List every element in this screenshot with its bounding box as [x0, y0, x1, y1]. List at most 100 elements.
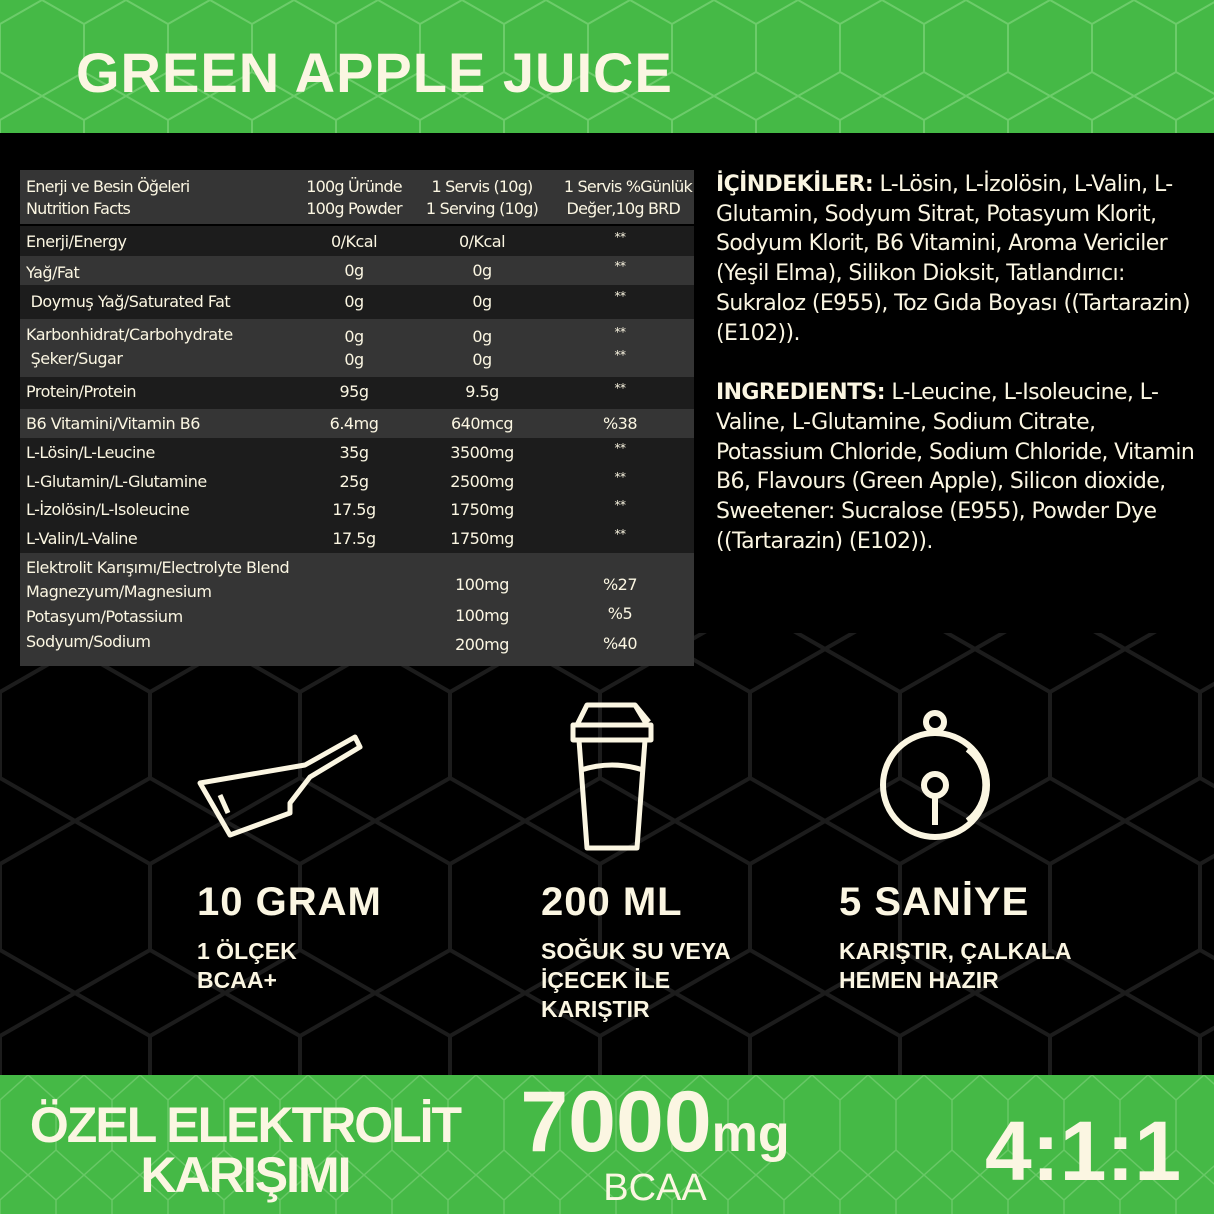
header-label-en: Nutrition Facts [26, 199, 131, 218]
hexagon-pattern [0, 0, 1214, 133]
row-label: Protein/Protein [26, 382, 137, 401]
value-daily: ** [614, 230, 627, 244]
value-100g: 0g [344, 350, 364, 369]
feature-water: 200 ML SOĞUK SU VEYA İÇECEK İLE KARIŞTIR [541, 880, 731, 1024]
value-daily: %40 [602, 634, 638, 653]
row-label: L-Glutamin/L-Glutamine [26, 472, 207, 491]
row-label: B6 Vitamini/Vitamin B6 [26, 414, 200, 433]
row-label: L-Lösin/L-Leucine [26, 443, 155, 462]
value-100g: 25g [339, 472, 369, 491]
value-serving: 100mg [455, 575, 509, 594]
value-100g: 0g [344, 261, 364, 280]
value-100g: 17.5g [332, 529, 376, 548]
ingredients-en: INGREDIENTS: L-Leucine, L-Isoleucine, L-… [716, 378, 1196, 556]
value-serving: 100mg [455, 606, 509, 625]
feature-line: KARIŞTIR, ÇALKALA [839, 938, 1072, 964]
value-100g: 0g [344, 327, 364, 346]
value-daily: %38 [602, 414, 638, 433]
feature-serving: 10 GRAM 1 ÖLÇEK BCAA+ [197, 880, 382, 995]
row-label: Karbonhidrat/Carbohydrate [26, 325, 233, 344]
value-100g: 0g [344, 292, 364, 311]
feature-line: İÇECEK İLE [541, 967, 671, 993]
table-header: Enerji ve Besin Öğeleri Nutrition Facts … [20, 170, 694, 224]
header-col2-tr: 1 Servis (10g) [431, 177, 534, 196]
row-label: Doymuş Yağ/Saturated Fat [26, 292, 231, 311]
value-serving: 2500mg [450, 472, 514, 491]
electrolyte-blend: Elektrolit Karışımı/Electrolyte Blend Ma… [20, 553, 694, 666]
stopwatch-icon [880, 710, 990, 840]
row-label: L-İzolösin/L-Isoleucine [26, 500, 190, 519]
footer-line: KARIŞIMI [140, 1147, 352, 1203]
value-daily: ** [614, 348, 627, 362]
table-row: Protein/Protein 95g 9.5g ** [20, 377, 694, 409]
ingredients-tr-heading: İÇİNDEKİLER: [716, 172, 874, 197]
table-row: B6 Vitamini/Vitamin B6 6.4mg 640mcg %38 [20, 409, 694, 438]
value-100g: 17.5g [332, 500, 376, 519]
value-serving: 200mg [455, 635, 509, 654]
feature-text: SOĞUK SU VEYA İÇECEK İLE KARIŞTIR [541, 937, 731, 1024]
feature-time: 5 SANİYE KARIŞTIR, ÇALKALA HEMEN HAZIR [839, 880, 1072, 995]
footer-line: ÖZEL ELEKTROLİT [29, 1097, 462, 1153]
shaker-icon [570, 702, 654, 851]
electrolyte-blend-label: ÖZEL ELEKTROLİT KARIŞIMI [10, 1100, 480, 1200]
table-row: Karbonhidrat/Carbohydrate 0g 0g ** Şeker… [20, 319, 694, 377]
feature-line: KARIŞTIR [541, 996, 650, 1022]
bcaa-ratio: 4:1:1 [985, 1104, 1182, 1198]
ingredients-en-heading: INGREDIENTS: [716, 380, 886, 406]
table-row: Doymuş Yağ/Saturated Fat 0g 0g ** [20, 285, 694, 319]
row-label: Enerji/Energy [26, 232, 127, 251]
feature-title: 5 SANİYE [839, 880, 1030, 924]
value-serving: 0g [472, 292, 492, 311]
header-col3-tr: 1 Servis %Günlük [563, 177, 693, 196]
table-row: Enerji/Energy 0/Kcal 0/Kcal ** [20, 226, 694, 256]
value-daily: ** [614, 441, 627, 455]
header-banner: GREEN APPLE JUICE [0, 0, 1214, 133]
value-daily: ** [614, 259, 627, 273]
row-label: Şeker/Sugar [26, 349, 123, 368]
feature-title: 200 ML [541, 880, 683, 924]
header-col2-en: 1 Serving (10g) [425, 199, 539, 218]
footer-banner: ÖZEL ELEKTROLİT KARIŞIMI 7000mg BCAA 4:1:… [0, 1075, 1214, 1214]
ingredients-section: İÇİNDEKİLER: L-Lösin, L-İzolösin, L-Vali… [716, 170, 1196, 556]
product-title: GREEN APPLE JUICE [76, 41, 673, 104]
row-label: Sodyum/Sodium [26, 632, 151, 651]
value-100g: 6.4mg [329, 414, 379, 433]
bcaa-unit: mg [711, 1105, 790, 1163]
value-100g: 0/Kcal [330, 232, 378, 251]
feature-text: 1 ÖLÇEK BCAA+ [197, 937, 382, 995]
value-serving: 0g [472, 350, 492, 369]
value-daily: ** [614, 325, 627, 339]
value-serving: 9.5g [465, 382, 499, 401]
header-col1-tr: 100g Üründe [306, 177, 402, 196]
value-serving: 0g [472, 327, 492, 346]
feature-text: KARIŞTIR, ÇALKALA HEMEN HAZIR [839, 937, 1072, 995]
header-label-tr: Enerji ve Besin Öğeleri [26, 177, 190, 196]
electrolyte-title: Elektrolit Karışımı/Electrolyte Blend [26, 558, 290, 577]
bcaa-amount: 7000mg [505, 1079, 805, 1186]
value-serving: 640mcg [450, 414, 514, 433]
nutrition-table: Enerji ve Besin Öğeleri Nutrition Facts … [20, 170, 694, 666]
feature-line: SOĞUK SU VEYA [541, 938, 731, 964]
value-daily: ** [614, 381, 627, 395]
value-serving: 0/Kcal [458, 232, 506, 251]
value-serving: 1750mg [450, 529, 514, 548]
value-100g: 35g [339, 443, 369, 462]
value-serving: 0g [472, 261, 492, 280]
scoop-icon [197, 734, 363, 838]
value-serving: 3500mg [450, 443, 514, 462]
header-col1-en: 100g Powder [306, 199, 402, 218]
value-serving: 1750mg [450, 500, 514, 519]
value-daily: %5 [607, 604, 633, 623]
ingredients-en-text: L-Leucine, L-Isoleucine, L-Valine, L-Glu… [716, 380, 1195, 554]
row-label: Magnezyum/Magnesium [26, 582, 212, 601]
value-daily: ** [614, 527, 627, 541]
row-label: L-Valin/L-Valine [26, 529, 138, 548]
value-daily: ** [614, 498, 627, 512]
hexagon-pattern [0, 1075, 1214, 1214]
ingredients-tr-text: L-Lösin, L-İzolösin, L-Valin, L-Glutamin… [716, 172, 1191, 346]
value-daily: ** [614, 470, 627, 484]
amino-acid-rows: L-Lösin/L-Leucine 35g 3500mg ** L-Glutam… [20, 438, 694, 553]
bcaa-number: 7000 [520, 1075, 712, 1170]
header-col3-en: Değer,10g BRD [566, 199, 681, 218]
feature-title: 10 GRAM [197, 880, 382, 924]
